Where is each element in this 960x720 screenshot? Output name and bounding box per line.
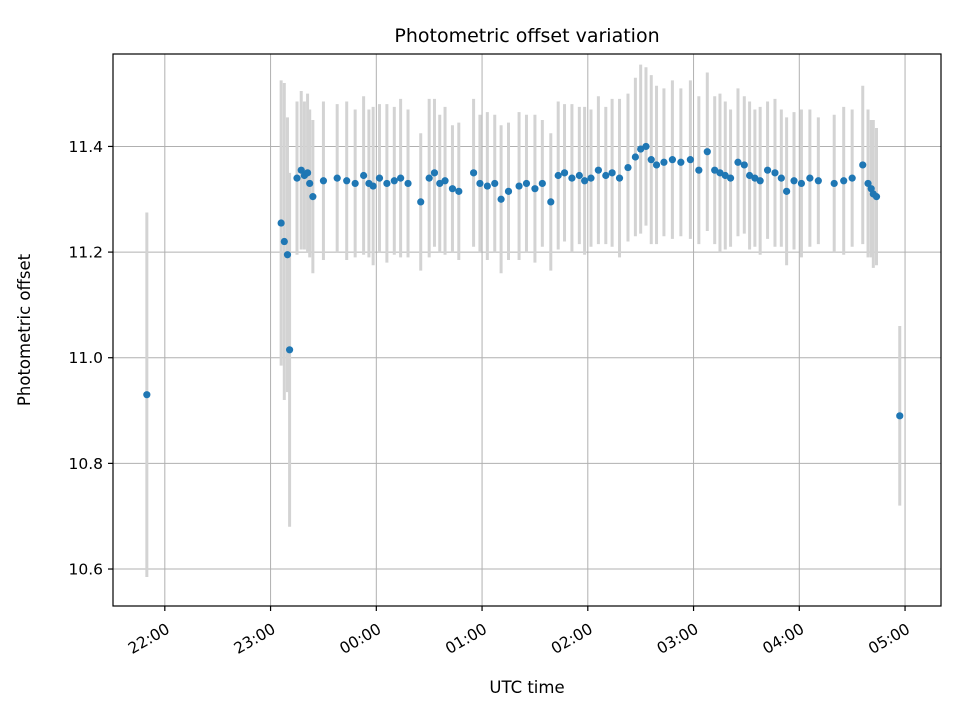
data-point bbox=[777, 174, 785, 182]
data-point bbox=[631, 153, 639, 161]
data-point bbox=[497, 195, 505, 203]
data-point bbox=[568, 174, 576, 182]
error-bar-layer bbox=[145, 64, 902, 577]
data-point bbox=[417, 198, 425, 206]
y-tick-label: 11.0 bbox=[68, 349, 103, 367]
data-point bbox=[369, 182, 377, 190]
data-point bbox=[143, 391, 151, 399]
x-tick-label: 00:00 bbox=[337, 620, 385, 658]
chart-title: Photometric offset variation bbox=[394, 25, 659, 47]
data-point bbox=[455, 187, 463, 195]
data-point bbox=[686, 156, 694, 164]
data-point bbox=[343, 177, 351, 185]
data-point bbox=[587, 174, 595, 182]
data-point bbox=[652, 161, 661, 169]
data-point bbox=[668, 156, 677, 164]
data-point bbox=[390, 177, 398, 185]
data-point bbox=[660, 158, 668, 166]
plot-area bbox=[112, 53, 942, 607]
data-point bbox=[441, 177, 449, 185]
data-point bbox=[469, 169, 478, 177]
data-point bbox=[771, 169, 779, 177]
data-point bbox=[280, 237, 288, 246]
x-tick-label: 23:00 bbox=[231, 620, 279, 658]
data-point bbox=[647, 156, 655, 164]
data-point bbox=[375, 174, 384, 182]
data-point bbox=[608, 169, 616, 177]
data-point bbox=[309, 193, 317, 201]
data-point bbox=[491, 179, 499, 188]
data-point bbox=[695, 166, 703, 174]
data-point bbox=[830, 179, 838, 188]
data-point bbox=[797, 179, 806, 188]
data-point bbox=[425, 174, 433, 182]
y-axis-label: Photometric offset bbox=[15, 253, 34, 406]
data-point bbox=[293, 174, 301, 182]
data-point bbox=[703, 148, 711, 156]
data-point bbox=[476, 179, 484, 188]
data-point bbox=[538, 179, 546, 188]
y-tick-label: 11.4 bbox=[68, 138, 103, 156]
data-point bbox=[756, 177, 764, 185]
data-point bbox=[790, 177, 798, 185]
y-tick-label: 10.6 bbox=[68, 561, 103, 579]
x-tick-label: 02:00 bbox=[548, 620, 596, 658]
data-point bbox=[448, 185, 457, 193]
data-point bbox=[814, 177, 822, 185]
data-point bbox=[763, 166, 772, 174]
data-point bbox=[624, 163, 632, 172]
x-tick-label: 03:00 bbox=[654, 620, 702, 658]
data-point bbox=[560, 169, 569, 177]
data-point bbox=[297, 166, 305, 174]
data-point bbox=[594, 166, 602, 174]
data-point bbox=[306, 179, 314, 188]
x-tick-label: 04:00 bbox=[760, 620, 808, 658]
data-point bbox=[319, 177, 328, 185]
data-point bbox=[615, 174, 624, 182]
data-point bbox=[283, 251, 292, 259]
data-point bbox=[483, 182, 491, 190]
data-point bbox=[740, 161, 748, 169]
data-point bbox=[677, 158, 685, 166]
data-point bbox=[581, 177, 589, 185]
y-tick-label: 11.2 bbox=[68, 244, 103, 262]
data-point bbox=[383, 179, 391, 188]
data-point bbox=[351, 179, 359, 188]
data-point bbox=[806, 174, 814, 182]
data-point bbox=[504, 187, 513, 195]
x-tick-label: 05:00 bbox=[865, 620, 913, 658]
data-point bbox=[360, 171, 368, 180]
data-point bbox=[333, 174, 341, 182]
data-point bbox=[404, 179, 412, 188]
data-point bbox=[547, 198, 555, 206]
data-point bbox=[734, 158, 742, 166]
data-point bbox=[848, 174, 856, 182]
data-point bbox=[726, 174, 735, 182]
data-point bbox=[642, 142, 650, 151]
data-point bbox=[531, 185, 539, 193]
x-tick-label: 22:00 bbox=[125, 620, 173, 658]
data-point bbox=[575, 171, 583, 180]
data-point bbox=[397, 174, 405, 182]
data-point bbox=[896, 412, 904, 420]
data-point bbox=[430, 169, 439, 177]
data-point bbox=[277, 219, 285, 227]
data-point bbox=[554, 171, 562, 180]
data-point bbox=[602, 171, 610, 180]
data-point bbox=[840, 177, 848, 185]
data-point bbox=[859, 161, 867, 169]
x-tick-label: 01:00 bbox=[442, 620, 490, 658]
data-point bbox=[285, 346, 294, 354]
data-point bbox=[522, 179, 531, 188]
data-point bbox=[872, 193, 881, 201]
data-point-layer bbox=[143, 142, 904, 420]
data-point bbox=[783, 187, 791, 195]
data-point bbox=[864, 179, 872, 188]
x-axis-label: UTC time bbox=[489, 678, 564, 697]
data-point bbox=[515, 182, 523, 190]
y-tick-label: 10.8 bbox=[68, 455, 103, 473]
data-point bbox=[303, 169, 312, 177]
